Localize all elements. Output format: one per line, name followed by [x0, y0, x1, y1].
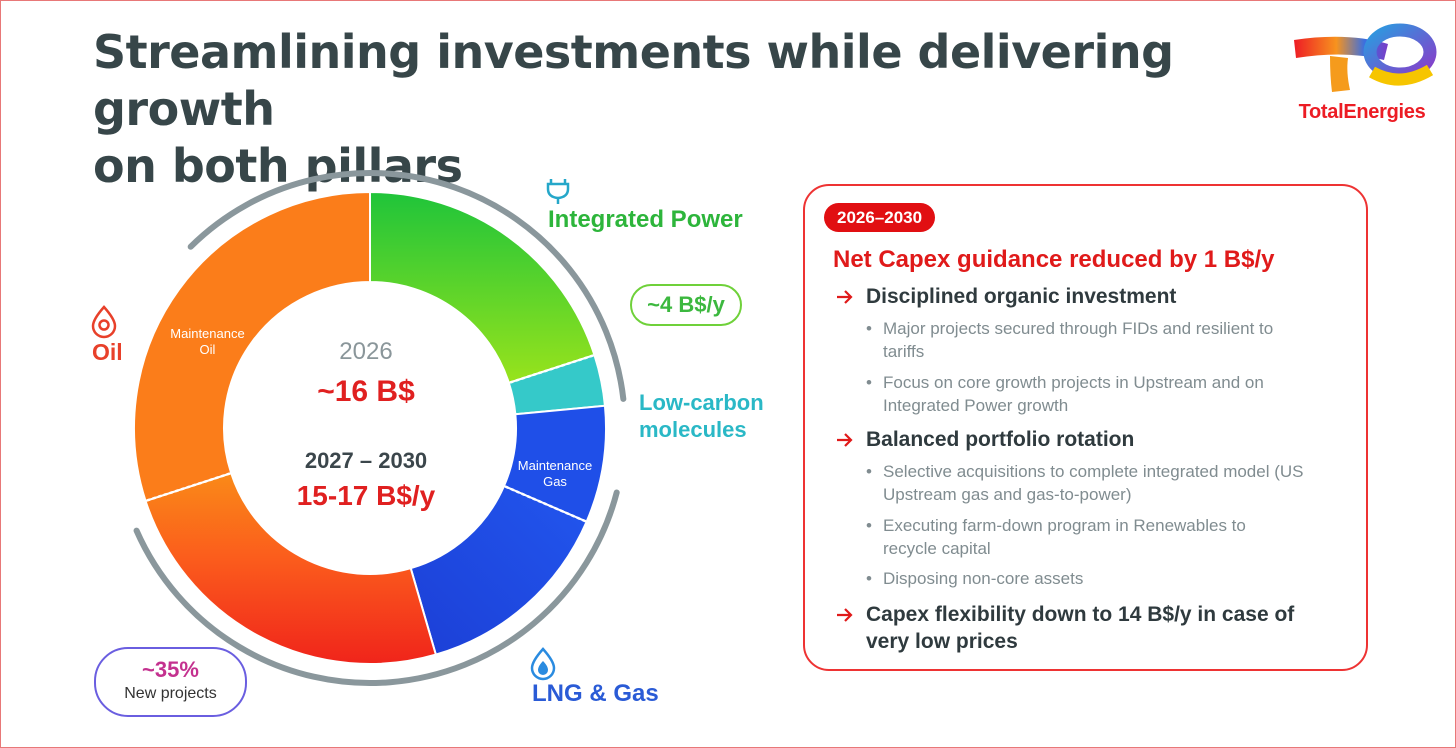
panel-item-label: Disciplined organic investment [866, 285, 1177, 308]
panel-subitem: • Focus on core growth projects in Upstr… [863, 371, 1313, 417]
panel-item-flexibility: Capex flexibility down to 14 B$/y in cas… [835, 601, 1316, 655]
title-line-2: on both pillars [93, 139, 463, 193]
donut-dotted-dividers [146, 354, 594, 523]
guidance-panel: 2026–2030 Net Capex guidance reduced by … [803, 184, 1368, 671]
donut-segments [133, 190, 607, 665]
bullet-icon: • [866, 462, 872, 481]
maintenance-gas-label: Maintenance Gas [517, 458, 593, 489]
oil-label: Oil [92, 339, 123, 365]
panel-subitem: • Selective acquisitions to complete int… [863, 460, 1313, 506]
maintenance-oil-label: Maintenance Oil [170, 326, 245, 357]
panel-subitem-text: Disposing non-core assets [883, 569, 1084, 588]
donut-segment-integrated-power [369, 190, 596, 385]
bullet-icon: • [866, 319, 872, 338]
panel-subitem: • Executing farm-down program in Renewab… [863, 514, 1313, 560]
integrated-power-label: Integrated Power [548, 206, 743, 233]
panel-item-rotation: Balanced portfolio rotation [835, 426, 1326, 453]
panel-subitem: • Disposing non-core assets [863, 567, 1313, 590]
period-badge: 2026–2030 [824, 203, 936, 232]
panel-item-disciplined: Disciplined organic investment [835, 283, 1326, 310]
panel-heading: Net Capex guidance reduced by 1 B$/y [833, 246, 1275, 273]
integrated-power-bracket-arc [187, 170, 627, 402]
bullet-icon: • [866, 569, 872, 588]
arrow-right-icon [837, 608, 853, 622]
panel-subitem-text: Major projects secured through FIDs and … [883, 319, 1274, 361]
dotted-divider [504, 485, 587, 523]
totalenergies-logo-icon [1294, 23, 1437, 92]
integrated-power-value-pill: ~4 B$/y [630, 284, 742, 326]
dotted-divider [146, 472, 231, 502]
new-projects-pill: ~35% New projects [94, 647, 247, 717]
title-line-1: Streamlining investments while deliverin… [93, 25, 1174, 136]
panel-subitem-text: Executing farm-down program in Renewable… [883, 516, 1246, 558]
new-projects-bracket-arc [133, 489, 620, 686]
center-year-label: 2026 [339, 338, 393, 365]
panel-item-label: Balanced portfolio rotation [866, 428, 1135, 451]
arrow-right-icon [837, 433, 853, 447]
bullet-icon: • [866, 516, 872, 535]
arrow-right-icon [837, 290, 853, 304]
gas-flame-icon [530, 647, 556, 681]
panel-subitem: • Major projects secured through FIDs an… [863, 317, 1313, 363]
dotted-divider [509, 354, 594, 384]
panel-subitem-text: Selective acquisitions to complete integ… [883, 462, 1304, 504]
bullet-icon: • [866, 373, 872, 392]
center-range-label: 2027 – 2030 [304, 448, 428, 473]
new-projects-pct: ~35% [142, 657, 199, 682]
lng-gas-label: LNG & Gas [532, 680, 659, 707]
donut-outer-arcs [133, 170, 627, 686]
low-carbon-label: Low-carbon molecules [639, 390, 764, 442]
logo-wordmark: TotalEnergies [1298, 101, 1426, 123]
center-value-label: ~16 B$ [317, 375, 415, 408]
slide-title: Streamlining investments while deliverin… [93, 24, 1223, 195]
panel-subitem-text: Focus on core growth projects in Upstrea… [883, 373, 1264, 415]
panel-item-label: Capex flexibility down to 14 B$/y in cas… [866, 603, 1295, 653]
capex-donut-chart [91, 170, 627, 686]
oil-drop-icon [91, 305, 117, 339]
plug-icon [546, 179, 570, 204]
donut-segment-oil-growth [144, 471, 438, 665]
center-range-value: 15-17 B$/y [296, 480, 436, 511]
new-projects-label: New projects [124, 685, 217, 702]
donut-segment-maintenance-oil [133, 190, 371, 503]
